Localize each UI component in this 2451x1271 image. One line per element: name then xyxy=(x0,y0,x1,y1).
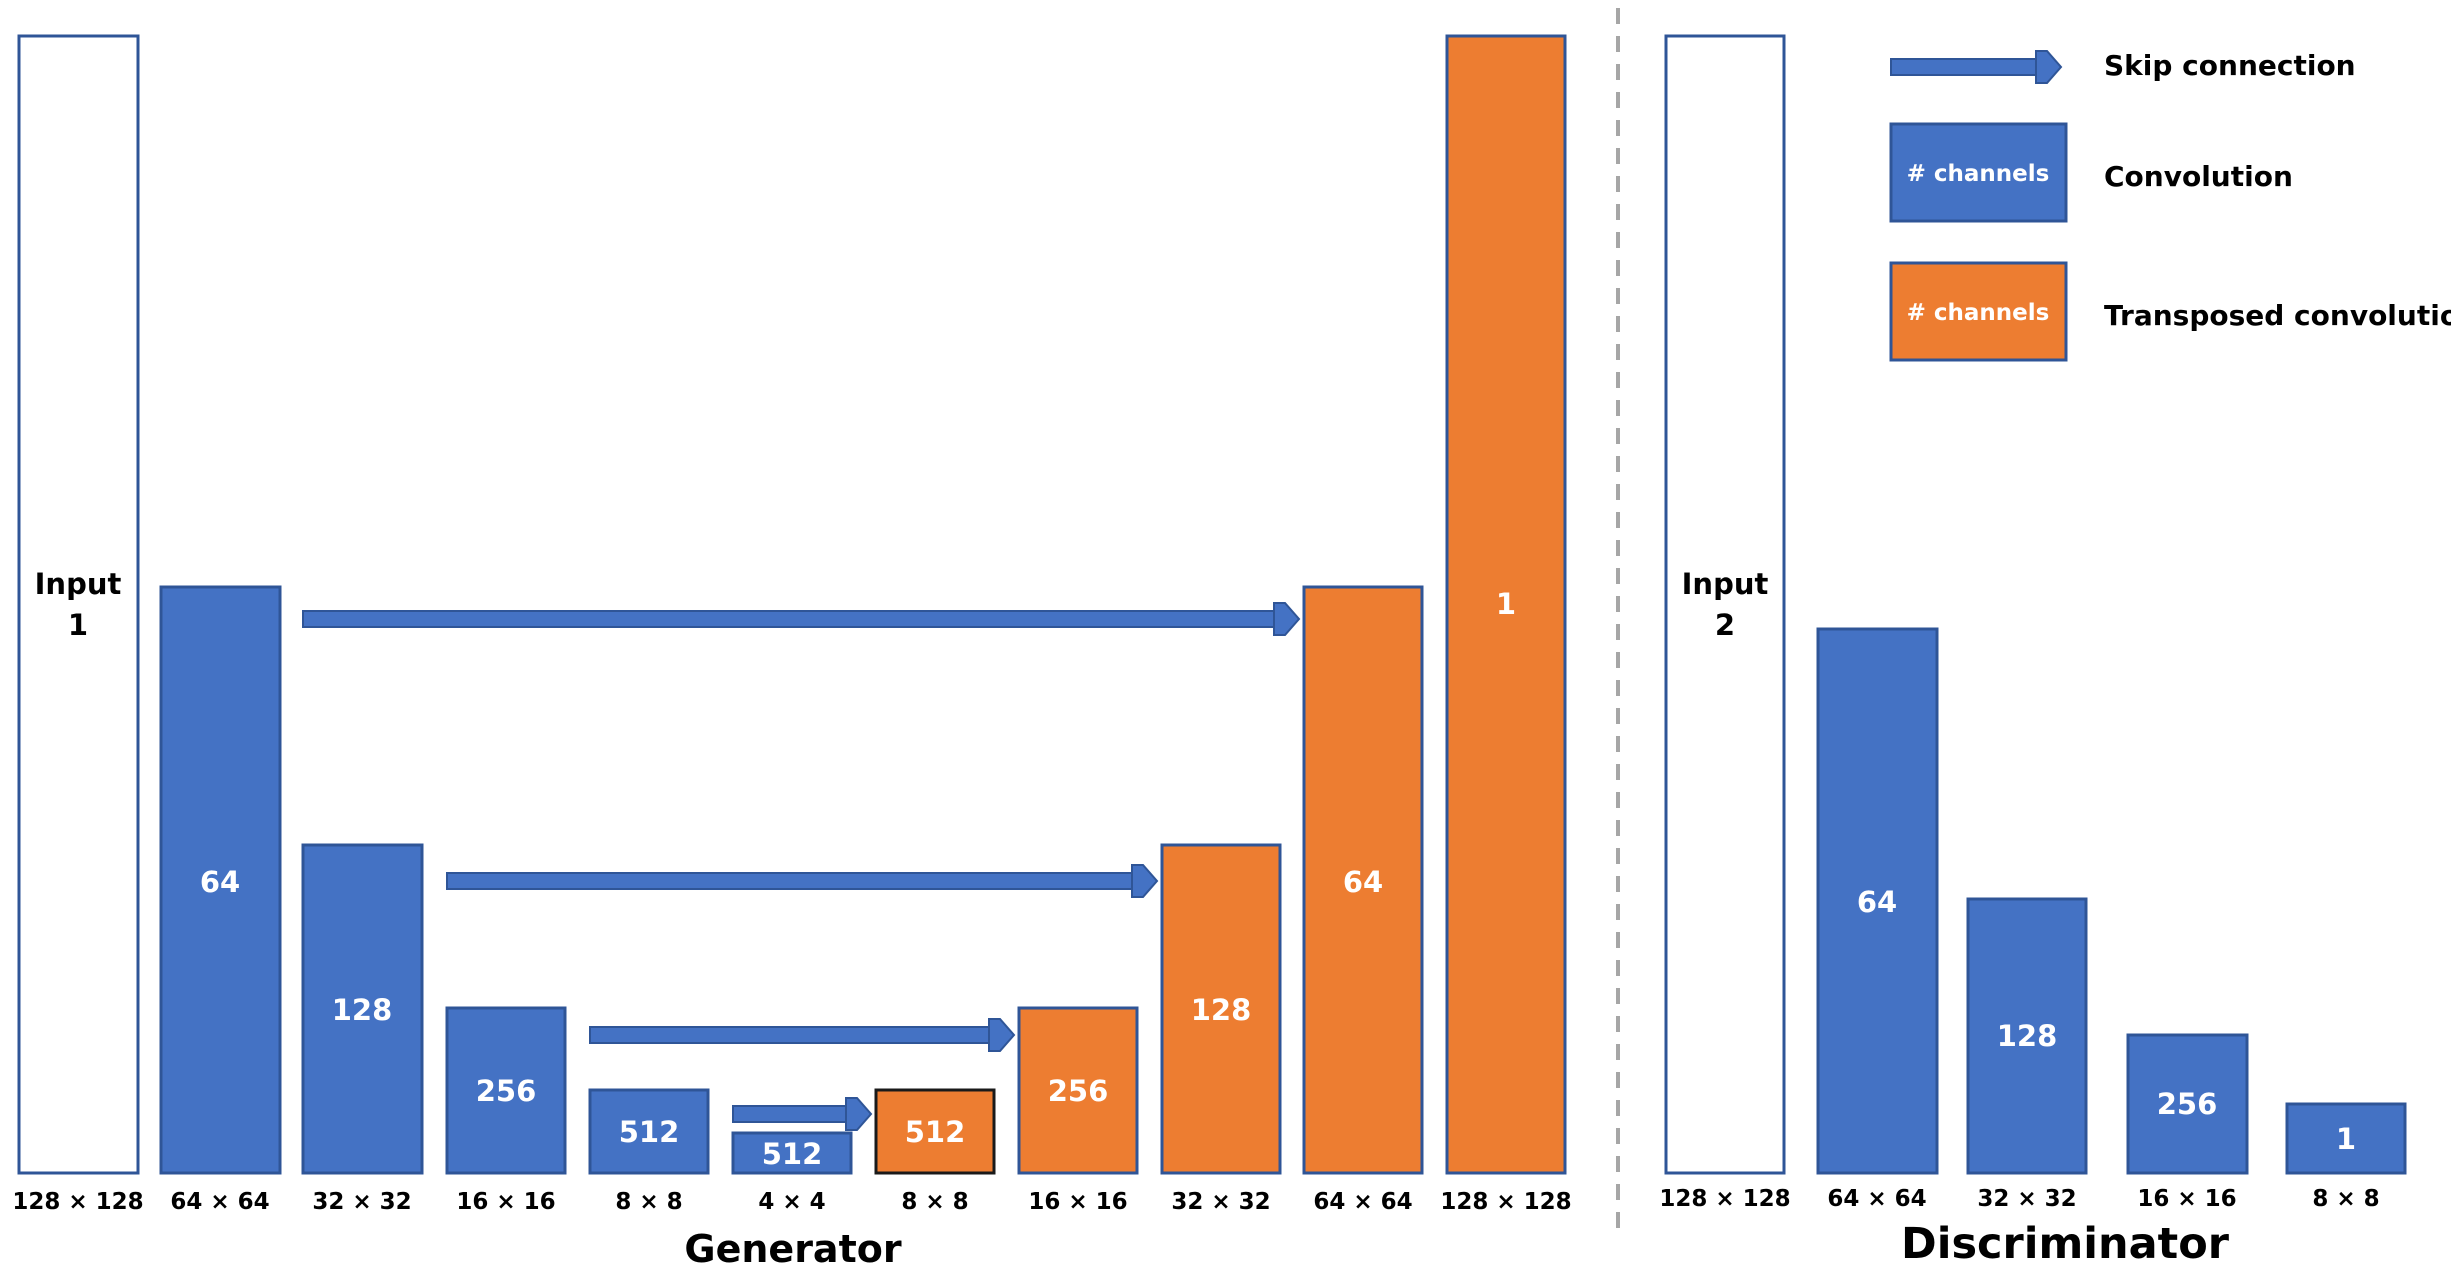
skip-connection-arrow-64 xyxy=(302,602,1301,636)
generator-tconv-block-64-channels: 64 xyxy=(1343,865,1383,899)
generator-title: Generator xyxy=(684,1227,901,1271)
legend-skip-label: Skip connection xyxy=(2104,49,2356,82)
generator-input-label: Input xyxy=(35,567,122,601)
legend-conv-label: Convolution xyxy=(2104,160,2293,193)
generator-tconv-block-64 xyxy=(1302,585,1424,1175)
skip-connection-arrow-256 xyxy=(589,1018,1016,1052)
generator-conv-block-256-resolution: 16 × 16 xyxy=(456,1189,555,1215)
legend-tconv-box-text: # channels xyxy=(1907,300,2050,326)
generator-conv-block-512-a-resolution: 8 × 8 xyxy=(615,1189,682,1215)
generator-conv-block-256-channels: 256 xyxy=(476,1074,537,1108)
skip-connection-arrow-512 xyxy=(732,1097,873,1131)
generator-conv-block-64 xyxy=(159,585,282,1175)
discriminator-conv-block-256-channels: 256 xyxy=(2157,1087,2218,1121)
discriminator-input-number: 2 xyxy=(1715,608,1735,642)
legend-tconv-box xyxy=(1889,261,2068,362)
generator-input-number: 1 xyxy=(68,608,88,642)
generator-tconv-block-128-resolution: 32 × 32 xyxy=(1171,1189,1270,1215)
generator-conv-block-128 xyxy=(301,843,424,1175)
discriminator: Input 2 128 × 128 64 64 × 64 128 32 × 32… xyxy=(1659,34,2407,1269)
generator-conv-block-512-b-resolution: 4 × 4 xyxy=(758,1189,825,1215)
discriminator-title: Discriminator xyxy=(1901,1219,2230,1269)
discriminator-input-box xyxy=(1664,34,1786,1175)
generator-conv-block-512-a xyxy=(588,1088,710,1175)
discriminator-conv-block-1-resolution: 8 × 8 xyxy=(2312,1186,2379,1212)
generator-tconv-block-512-channels: 512 xyxy=(905,1115,966,1149)
generator-conv-block-512-a-channels: 512 xyxy=(619,1115,680,1149)
generator-tconv-block-1-resolution: 128 × 128 xyxy=(1440,1189,1571,1215)
generator-tconv-block-128-channels: 128 xyxy=(1191,993,1252,1027)
legend-conv-box xyxy=(1889,122,2068,223)
generator: Input 1 128 × 128 64 64 × 64 128 32 × 32… xyxy=(12,34,1572,1271)
discriminator-conv-block-256 xyxy=(2126,1033,2249,1175)
generator-input-resolution: 128 × 128 xyxy=(12,1189,143,1215)
generator-conv-block-512-b-channels: 512 xyxy=(762,1137,823,1171)
generator-input-box xyxy=(17,34,140,1175)
discriminator-input-resolution: 128 × 128 xyxy=(1659,1186,1790,1212)
generator-tconv-block-256 xyxy=(1017,1006,1139,1175)
generator-conv-block-64-resolution: 64 × 64 xyxy=(170,1189,269,1215)
generator-tconv-block-1 xyxy=(1445,34,1567,1175)
generator-tconv-block-512-resolution: 8 × 8 xyxy=(901,1189,968,1215)
generator-conv-block-256 xyxy=(445,1006,567,1175)
generator-conv-block-128-channels: 128 xyxy=(332,993,393,1027)
discriminator-conv-block-128-resolution: 32 × 32 xyxy=(1977,1186,2076,1212)
generator-tconv-block-256-channels: 256 xyxy=(1048,1074,1109,1108)
legend-conv-box-text: # channels xyxy=(1907,161,2050,187)
discriminator-input-label: Input xyxy=(1682,567,1769,601)
generator-conv-block-128-resolution: 32 × 32 xyxy=(312,1189,411,1215)
generator-conv-block-64-channels: 64 xyxy=(200,865,240,899)
generator-conv-block-512-b xyxy=(731,1131,853,1175)
generator-tconv-block-64-resolution: 64 × 64 xyxy=(1313,1189,1412,1215)
discriminator-conv-block-128 xyxy=(1966,897,2088,1175)
generator-tconv-block-256-resolution: 16 × 16 xyxy=(1028,1189,1127,1215)
discriminator-conv-block-256-resolution: 16 × 16 xyxy=(2137,1186,2236,1212)
skip-connection-arrow-128 xyxy=(446,864,1159,898)
discriminator-conv-block-64-resolution: 64 × 64 xyxy=(1827,1186,1926,1212)
generator-tconv-block-512 xyxy=(874,1088,996,1175)
discriminator-conv-block-64-channels: 64 xyxy=(1857,885,1897,919)
discriminator-conv-block-128-channels: 128 xyxy=(1997,1019,2058,1053)
generator-tconv-block-128 xyxy=(1160,843,1282,1175)
discriminator-conv-block-1-channels: 1 xyxy=(2336,1122,2356,1156)
legend-skip-arrow xyxy=(1890,50,2063,84)
discriminator-conv-block-64 xyxy=(1816,627,1939,1175)
legend-tconv-label: Transposed convolution xyxy=(2104,299,2451,332)
legend: Skip connection # channels Convolution #… xyxy=(1889,49,2451,362)
generator-tconv-block-1-channels: 1 xyxy=(1496,587,1516,621)
discriminator-conv-block-1 xyxy=(2285,1102,2407,1175)
